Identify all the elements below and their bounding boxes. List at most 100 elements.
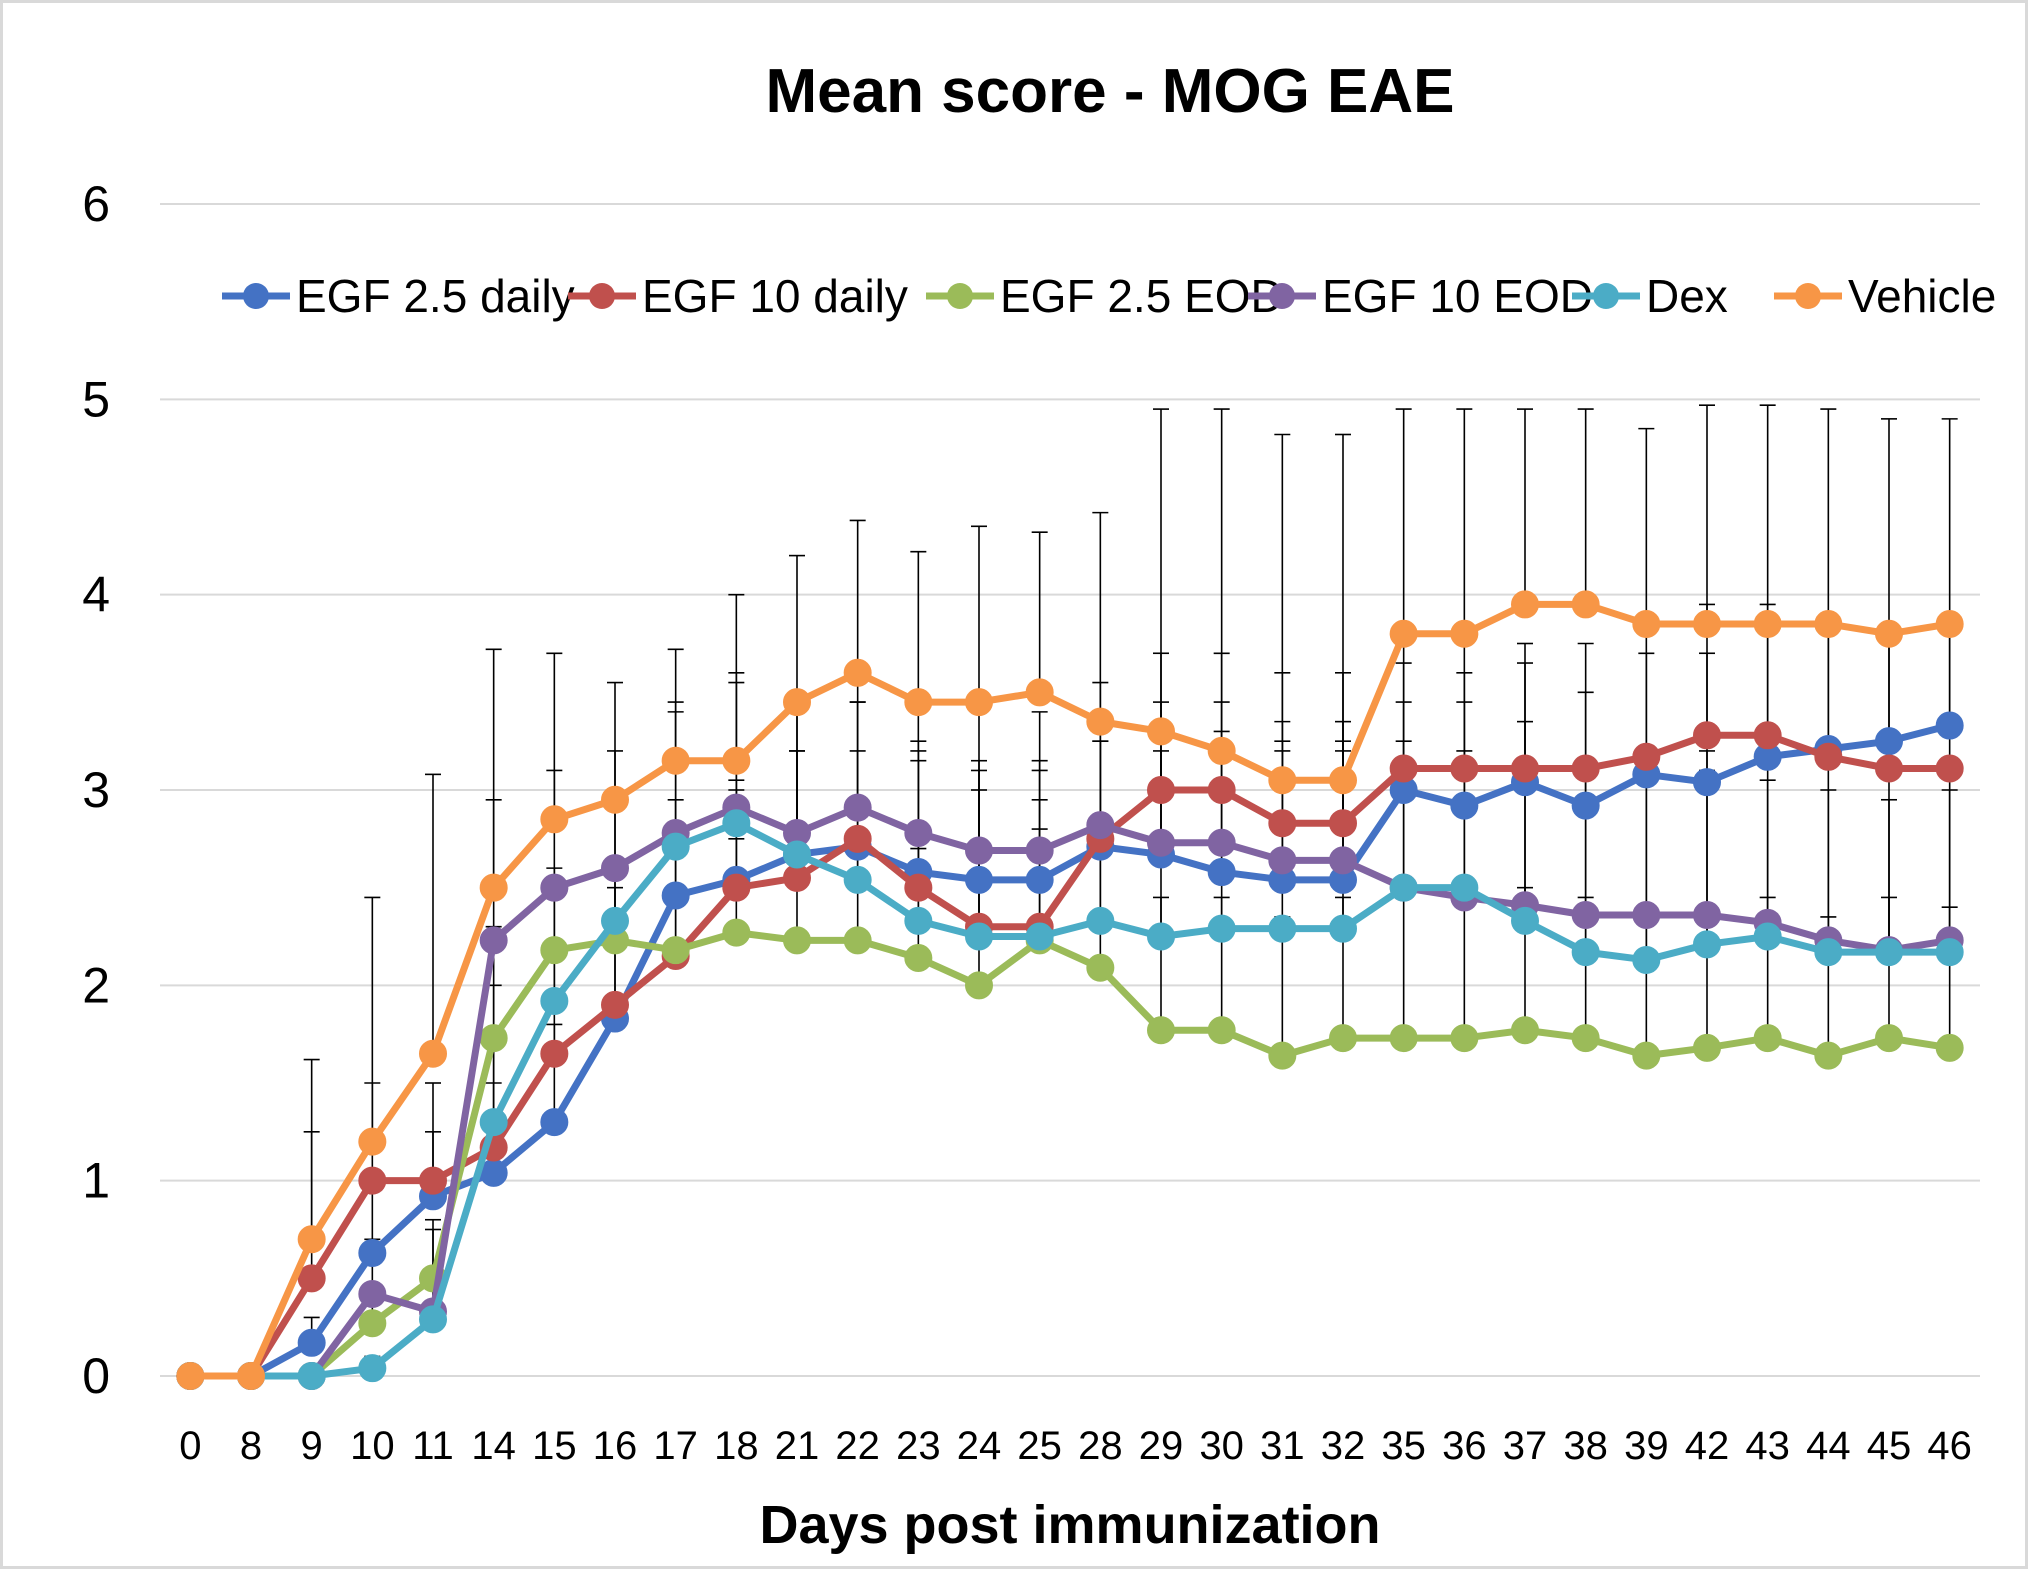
data-point	[783, 688, 811, 717]
y-tick-label: 5	[82, 371, 110, 427]
y-tick-label: 1	[82, 1153, 110, 1209]
data-point	[1207, 736, 1236, 765]
data-point	[1147, 776, 1175, 804]
data-point	[1207, 858, 1236, 887]
data-point	[1753, 721, 1782, 750]
data-point	[722, 873, 751, 902]
data-point	[297, 1264, 326, 1293]
x-tick-label: 30	[1199, 1424, 1244, 1468]
x-tick-label: 18	[714, 1424, 759, 1468]
legend-label: Vehicle	[1848, 270, 1996, 322]
data-point	[1511, 1016, 1539, 1045]
x-tick-label: 46	[1927, 1424, 1972, 1468]
data-point	[358, 1238, 387, 1267]
data-point	[419, 1166, 447, 1195]
data-point	[1875, 1024, 1903, 1053]
data-point	[358, 1166, 387, 1195]
data-point	[661, 936, 690, 965]
data-point	[1389, 619, 1418, 648]
data-point	[783, 863, 811, 892]
data-point	[1693, 901, 1721, 930]
data-point	[965, 971, 993, 1000]
data-point	[1511, 906, 1539, 935]
x-tick-label: 14	[471, 1424, 516, 1468]
x-tick-label: 39	[1624, 1424, 1669, 1468]
legend-label: Dex	[1646, 270, 1728, 322]
data-point	[1329, 766, 1357, 795]
x-tick-label: 45	[1867, 1424, 1912, 1468]
legend-item: EGF 2.5 daily	[222, 270, 575, 322]
data-point	[1875, 938, 1903, 967]
x-tick-label: 23	[896, 1424, 941, 1468]
x-tick-label: 15	[532, 1424, 577, 1468]
data-point	[1511, 754, 1539, 783]
data-point	[1571, 1024, 1600, 1053]
series-line	[190, 819, 1950, 1380]
data-point	[1693, 1033, 1721, 1062]
data-point	[358, 1354, 387, 1383]
x-tick-label: 21	[775, 1424, 820, 1468]
data-point	[1147, 1016, 1175, 1045]
series-layer	[176, 590, 1964, 1390]
data-point	[601, 785, 629, 814]
series-vehicle	[176, 590, 1964, 1390]
data-point	[1693, 930, 1721, 959]
data-point	[843, 658, 872, 687]
data-point	[1632, 945, 1661, 974]
data-point	[965, 922, 993, 951]
data-point	[1329, 809, 1357, 838]
data-point	[601, 906, 629, 935]
x-tick-label: 0	[179, 1424, 201, 1468]
x-tick-label: 38	[1563, 1424, 1608, 1468]
series-line	[190, 731, 1950, 1380]
data-point	[1693, 721, 1721, 750]
data-point	[1935, 754, 1964, 783]
data-point	[1207, 828, 1236, 857]
x-tick-label: 16	[593, 1424, 638, 1468]
data-point	[1693, 609, 1721, 638]
data-point	[722, 809, 751, 838]
data-point	[1875, 619, 1903, 648]
data-point	[1086, 811, 1115, 840]
x-tick-label: 10	[350, 1424, 395, 1468]
x-tick-label: 37	[1503, 1424, 1548, 1468]
data-point	[965, 688, 993, 717]
legend-item: EGF 10 EOD	[1248, 270, 1593, 322]
data-point	[419, 1039, 447, 1068]
data-point	[1147, 922, 1175, 951]
data-point	[540, 805, 569, 834]
x-tick-label: 8	[240, 1424, 262, 1468]
data-point	[1268, 914, 1297, 943]
y-tick-label: 6	[82, 176, 110, 232]
data-point	[1329, 846, 1357, 875]
data-point	[843, 824, 872, 853]
data-point	[540, 936, 569, 965]
data-point	[601, 990, 629, 1019]
x-axis-ticks: 0 8 9 10 11 14 15 16 17 18 21 22 23 24 25 28 29 30 31 32 35 3…	[179, 1424, 1972, 1468]
x-tick-label: 29	[1139, 1424, 1184, 1468]
data-point	[1875, 754, 1903, 783]
x-tick-label: 32	[1321, 1424, 1366, 1468]
data-point	[1511, 590, 1539, 619]
data-point	[540, 873, 569, 902]
data-point	[1814, 1041, 1843, 1070]
data-point	[1935, 711, 1964, 740]
series-dex	[176, 809, 1964, 1390]
data-point	[843, 865, 872, 894]
data-point	[1571, 791, 1600, 820]
data-point	[843, 926, 872, 955]
data-point	[1571, 901, 1600, 930]
legend-swatch-marker	[947, 283, 973, 309]
x-tick-label: 42	[1685, 1424, 1730, 1468]
data-point	[479, 926, 508, 955]
data-point	[904, 688, 933, 717]
x-tick-label: 24	[957, 1424, 1002, 1468]
data-point	[783, 926, 811, 955]
data-point	[783, 840, 811, 869]
data-point	[237, 1362, 265, 1390]
series-line	[190, 804, 1951, 1380]
data-point	[1935, 1033, 1964, 1062]
data-point	[904, 943, 933, 972]
data-point	[904, 906, 933, 935]
